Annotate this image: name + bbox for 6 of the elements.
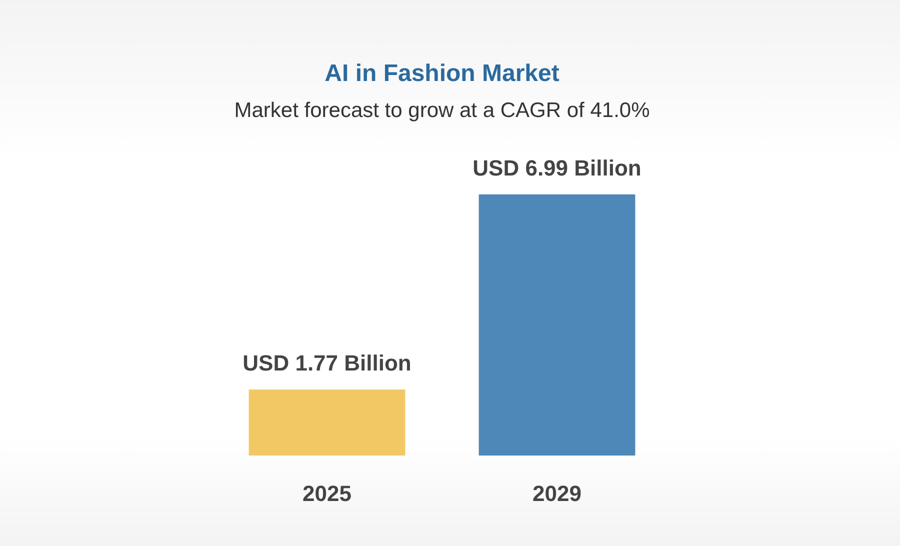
data-label: USD 6.99 Billion xyxy=(472,155,642,180)
data-label: USD 1.77 Billion xyxy=(242,350,412,376)
chart-title: AI in Fashion Market xyxy=(324,60,560,88)
chart-subtitle: Market forecast to grow at a CAGR of 41.0% xyxy=(234,99,650,122)
x-tick-label: 2025 xyxy=(302,480,352,506)
x-tick-label: 2029 xyxy=(532,480,582,506)
